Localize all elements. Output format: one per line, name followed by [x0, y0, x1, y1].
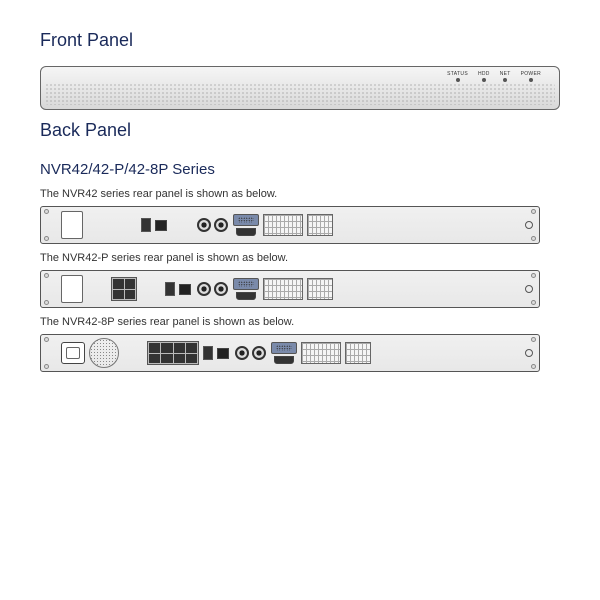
alarm-terminal-icon — [263, 214, 303, 236]
iec-power-inlet-icon — [61, 342, 85, 364]
led-icon — [456, 78, 460, 82]
ground-screw-icon — [525, 221, 533, 229]
bnc-connector-icon — [197, 282, 211, 296]
screw-icon — [531, 273, 536, 278]
screw-icon — [531, 337, 536, 342]
screw-icon — [531, 209, 536, 214]
bnc-connector-icon — [214, 218, 228, 232]
video-stack — [233, 214, 259, 236]
bnc-connector-icon — [197, 218, 211, 232]
bnc-pair — [233, 343, 267, 363]
led-icon — [503, 78, 507, 82]
video-stack — [271, 342, 297, 364]
vga-port-icon — [233, 214, 259, 226]
ground-screw-icon — [525, 349, 533, 357]
screw-icon — [44, 337, 49, 342]
usb-stack — [165, 282, 175, 296]
bnc-pair — [195, 279, 229, 299]
ground-screw-icon — [525, 285, 533, 293]
alarm-terminal-icon — [301, 342, 341, 364]
front-panel-device: STATUS HDD NET POWER — [40, 66, 560, 110]
usb-port-icon — [165, 282, 175, 296]
indicator-label: STATUS — [447, 71, 468, 77]
bnc-connector-icon — [214, 282, 228, 296]
vga-port-icon — [271, 342, 297, 354]
rs485-terminal-icon — [307, 278, 333, 300]
screw-icon — [44, 273, 49, 278]
usb-stack — [203, 346, 213, 360]
bnc-pair — [195, 215, 229, 235]
led-icon — [482, 78, 486, 82]
usb-port-icon — [203, 346, 213, 360]
front-indicator-row: STATUS HDD NET POWER — [447, 71, 541, 82]
screw-icon — [531, 300, 536, 305]
hdmi-port-icon — [274, 356, 294, 364]
led-icon — [529, 78, 533, 82]
indicator-label: POWER — [521, 71, 541, 77]
screw-icon — [44, 236, 49, 241]
ethernet-port-icon — [217, 348, 229, 359]
power-socket-icon — [61, 211, 83, 239]
hdmi-port-icon — [236, 292, 256, 300]
rs485-terminal-icon — [307, 214, 333, 236]
indicator-hdd: HDD — [478, 71, 490, 82]
fan-grille-icon — [89, 338, 119, 368]
ventilation-grille-icon — [45, 83, 555, 105]
video-stack — [233, 278, 259, 300]
poe-ports-4-icon — [111, 277, 137, 301]
indicator-net: NET — [500, 71, 511, 82]
indicator-label: HDD — [478, 71, 490, 77]
nvr42p-back-panel — [40, 270, 540, 308]
nvr42-8p-caption: The NVR42-8P series rear panel is shown … — [40, 316, 560, 328]
nvr42-caption: The NVR42 series rear panel is shown as … — [40, 188, 560, 200]
usb-stack — [141, 218, 151, 232]
screw-icon — [531, 236, 536, 241]
indicator-label: NET — [500, 71, 511, 77]
power-socket-icon — [61, 275, 83, 303]
screw-icon — [531, 364, 536, 369]
nvr42-8p-back-panel — [40, 334, 540, 372]
vga-port-icon — [233, 278, 259, 290]
indicator-power: POWER — [521, 71, 541, 82]
hdmi-port-icon — [236, 228, 256, 236]
usb-port-icon — [141, 218, 151, 232]
indicator-status: STATUS — [447, 71, 468, 82]
screw-icon — [44, 209, 49, 214]
bnc-connector-icon — [235, 346, 249, 360]
back-panel-heading: Back Panel — [40, 120, 560, 141]
front-panel-heading: Front Panel — [40, 30, 560, 51]
ethernet-port-icon — [179, 284, 191, 295]
bnc-connector-icon — [252, 346, 266, 360]
nvr42p-caption: The NVR42-P series rear panel is shown a… — [40, 252, 560, 264]
screw-icon — [44, 364, 49, 369]
nvr42-back-panel — [40, 206, 540, 244]
series-heading: NVR42/42-P/42-8P Series — [40, 161, 560, 178]
poe-ports-8-icon — [147, 341, 199, 365]
screw-icon — [44, 300, 49, 305]
rs485-terminal-icon — [345, 342, 371, 364]
ethernet-port-icon — [155, 220, 167, 231]
alarm-terminal-icon — [263, 278, 303, 300]
